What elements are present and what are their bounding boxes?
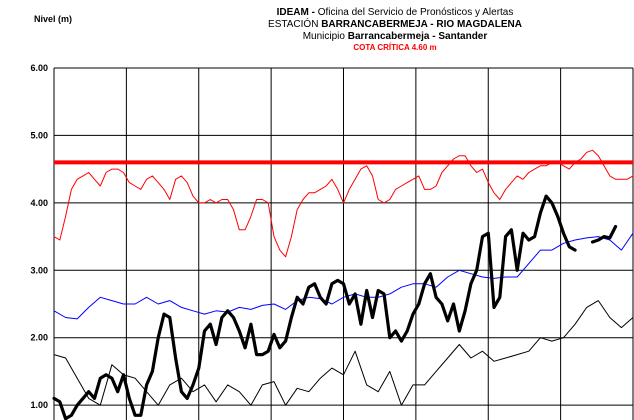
title-line-3: Municipio Barrancabermeja - Santander [303, 31, 488, 42]
series-line-3 [53, 300, 634, 406]
y-tick-label: 2.00 [30, 333, 48, 343]
series-line-5 [556, 214, 577, 252]
title-line-2: ESTACIÓN BARRANCABERMEJA - RIO MAGDALENA [268, 17, 522, 30]
critical-level-label: COTA CRÍTICA 4.60 m [353, 43, 436, 52]
y-tick-label: 1.00 [30, 400, 48, 410]
chart-title: IDEAM - Oficina del Servicio de Pronósti… [268, 7, 522, 52]
plot-area: 1.00 2.00 3.00 4.00 5.00 6.00 [30, 63, 634, 420]
y-tick-label: 3.00 [30, 265, 48, 275]
series-line-4 [52, 194, 560, 420]
y-axis-label: Nivel (m) [34, 14, 72, 24]
series-line-1 [53, 149, 634, 258]
y-tick-label: 4.00 [30, 198, 48, 208]
y-tick-label: 5.00 [30, 130, 48, 140]
title-line-1: IDEAM - Oficina del Servicio de Pronósti… [277, 7, 514, 18]
y-tick-label: 6.00 [30, 63, 48, 73]
series-line-6 [590, 224, 618, 244]
series-line-2 [53, 232, 634, 320]
